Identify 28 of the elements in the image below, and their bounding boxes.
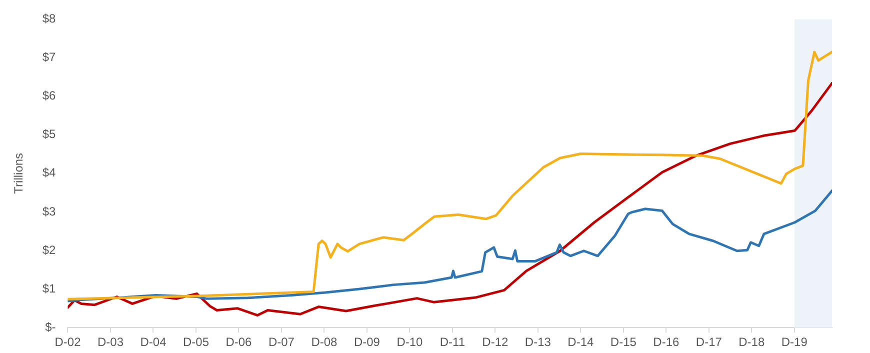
y-tick-label: $2	[42, 242, 56, 257]
y-tick-label: $4	[42, 166, 56, 180]
x-tick-label: D-14	[568, 335, 594, 350]
y-tick-label: $-	[45, 320, 56, 334]
y-tick-label: $3	[42, 204, 56, 218]
x-tick-label: D-03	[97, 335, 124, 350]
x-tick-label: D-10	[396, 335, 424, 350]
x-tick-label: D-11	[440, 335, 466, 350]
x-tick-label: D-02	[54, 335, 82, 350]
x-tick-label: D-19	[781, 335, 808, 350]
y-tick-label: $8	[42, 12, 56, 26]
x-tick-label: D-05	[182, 335, 210, 350]
x-tick-label: D-18	[738, 335, 765, 350]
y-tick-label: $7	[42, 50, 56, 64]
x-tick-label: D-15	[610, 335, 637, 350]
x-tick-label: D-16	[653, 335, 680, 350]
y-tick-label: $1	[42, 281, 56, 296]
x-tick-label: D-04	[140, 335, 167, 350]
x-tick-label: D-17	[696, 335, 722, 350]
x-tick-label: D-07	[268, 335, 295, 350]
x-tick-label: D-12	[482, 335, 509, 350]
x-tick-label: D-13	[524, 335, 552, 350]
x-tick-label: D-06	[226, 335, 252, 350]
x-tick-label: D-08	[311, 335, 338, 350]
y-axis-title: Trillions	[12, 152, 26, 194]
x-tick-label: D-09	[354, 335, 380, 350]
y-tick-label: $6	[42, 88, 56, 103]
y-tick-label: $5	[42, 127, 56, 142]
